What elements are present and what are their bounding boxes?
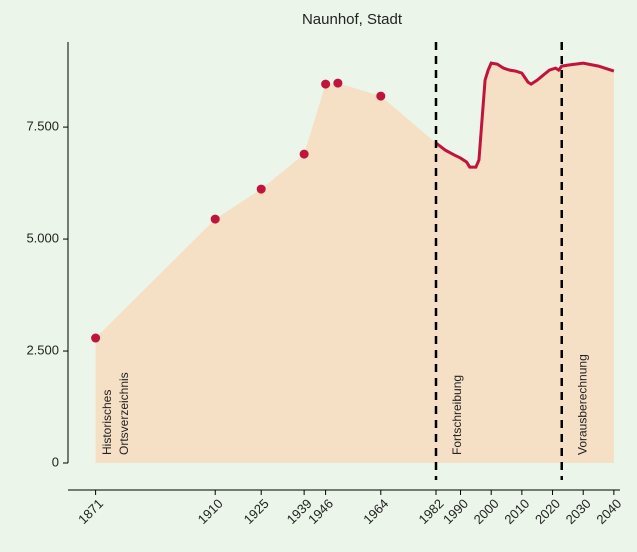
point [321,79,331,89]
point [210,214,220,224]
y-tick-label: 2.500 [26,342,59,357]
point [256,184,266,194]
chart-title: Naunhof, Stadt [302,11,403,28]
y-tick-label: 0 [52,454,59,469]
annotation: Fortschreibung [450,375,464,455]
line [435,61,615,169]
point [91,333,101,343]
point [333,78,343,88]
annotation: Vorausberechnung [576,354,590,455]
y-tick-label: 5.000 [26,231,59,246]
annotation: Ortsverzeichnis [117,372,131,455]
point [376,91,386,101]
y-tick-label: 7.500 [26,119,59,134]
point [299,149,309,159]
annotation: Historisches [100,390,114,455]
area [95,63,614,463]
